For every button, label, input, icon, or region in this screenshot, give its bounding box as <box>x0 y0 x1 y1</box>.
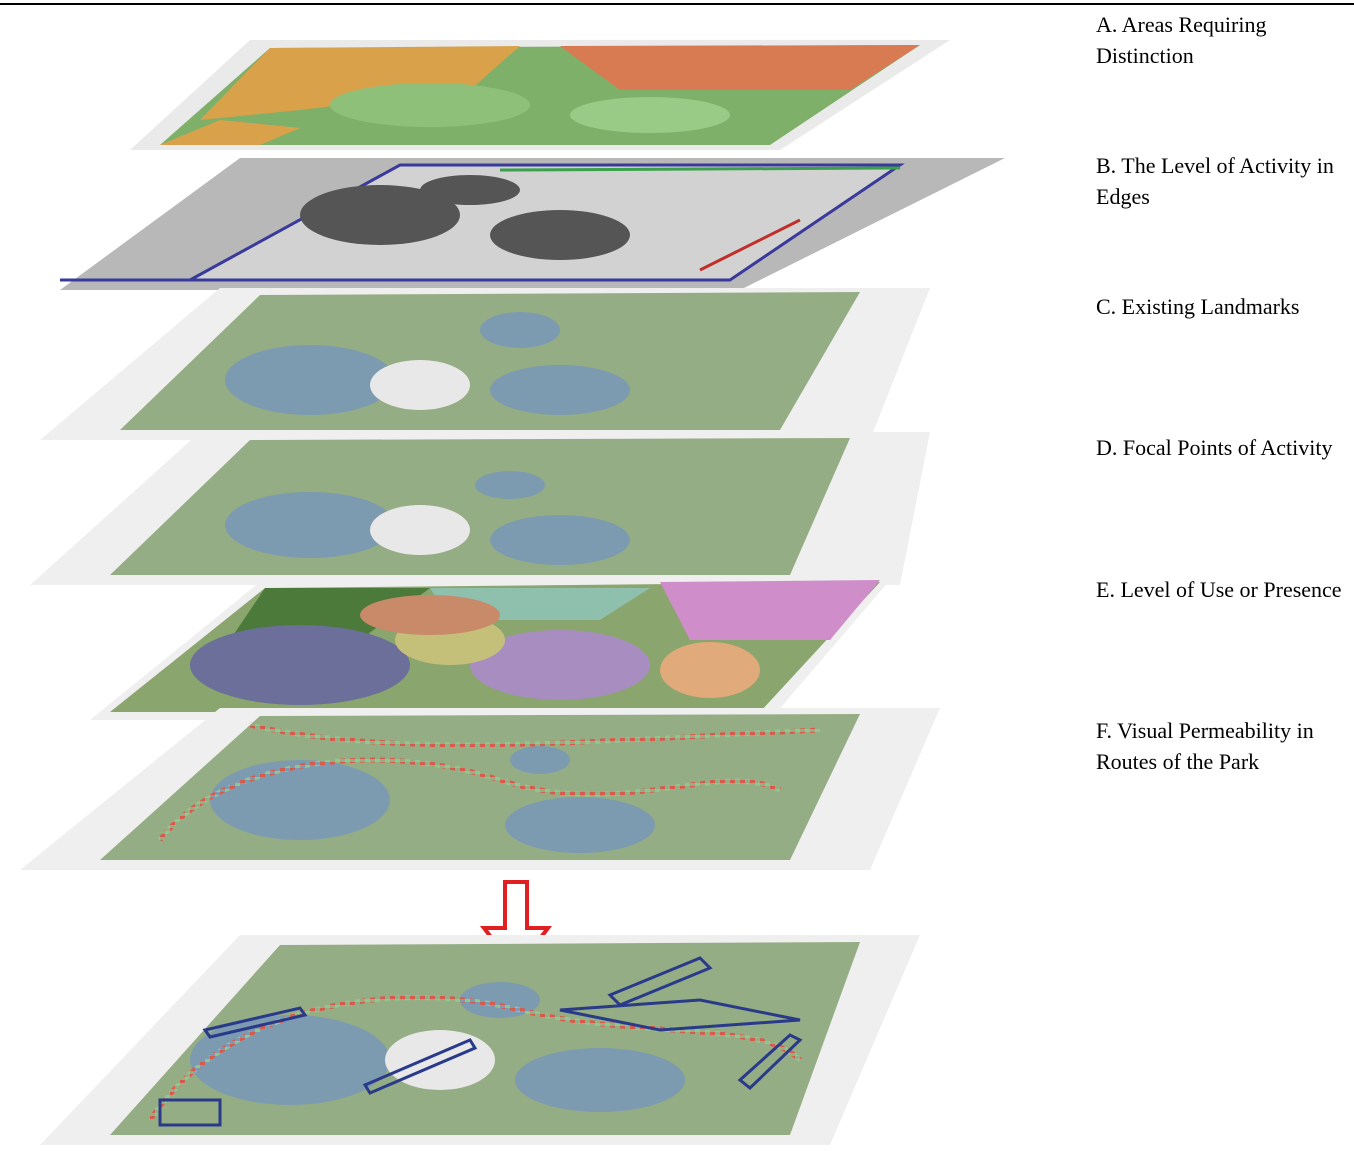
layer-e-map <box>90 580 890 720</box>
layer-label: D. Focal Points of Activity <box>1096 435 1333 460</box>
layer-label: E. Level of Use or Presence <box>1096 577 1342 602</box>
layer-label: B. The Level of Activity in Edges <box>1096 153 1334 209</box>
layer-c-map <box>40 288 930 440</box>
result-map <box>40 935 920 1145</box>
layer-f-map <box>20 708 940 870</box>
layer-label: A. Areas Requiring Distinction <box>1096 12 1267 68</box>
top-rule <box>0 3 1354 5</box>
layer-d-map <box>30 432 930 585</box>
layer-label: F. Visual Permeability in Routes of the … <box>1096 718 1314 774</box>
layer-b-map <box>60 158 1005 290</box>
layer-a-map <box>130 40 950 150</box>
layer-label: C. Existing Landmarks <box>1096 294 1300 319</box>
layer-stack <box>20 40 1005 1145</box>
